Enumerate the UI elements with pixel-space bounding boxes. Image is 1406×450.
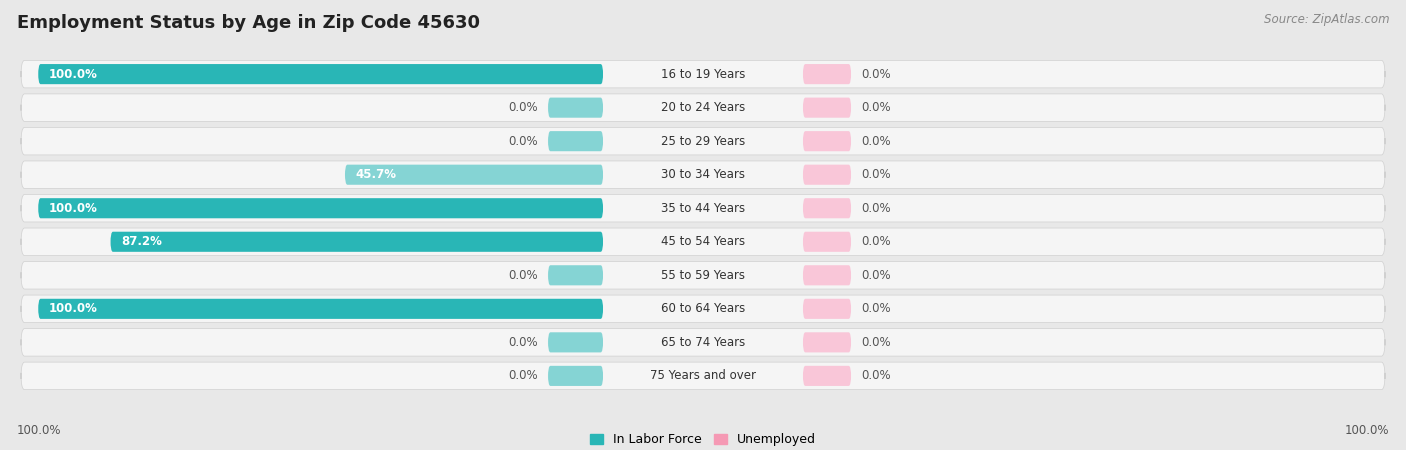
FancyBboxPatch shape: [21, 362, 1385, 390]
Text: 0.0%: 0.0%: [508, 369, 537, 382]
FancyBboxPatch shape: [803, 98, 851, 118]
FancyBboxPatch shape: [803, 366, 851, 386]
Text: 60 to 64 Years: 60 to 64 Years: [661, 302, 745, 315]
FancyBboxPatch shape: [803, 299, 851, 319]
Text: 100.0%: 100.0%: [48, 202, 97, 215]
Text: Source: ZipAtlas.com: Source: ZipAtlas.com: [1264, 14, 1389, 27]
Text: 0.0%: 0.0%: [862, 235, 891, 248]
FancyBboxPatch shape: [38, 198, 603, 218]
FancyBboxPatch shape: [803, 232, 851, 252]
Text: 35 to 44 Years: 35 to 44 Years: [661, 202, 745, 215]
Text: 16 to 19 Years: 16 to 19 Years: [661, 68, 745, 81]
Text: 45.7%: 45.7%: [356, 168, 396, 181]
FancyBboxPatch shape: [803, 265, 851, 285]
FancyBboxPatch shape: [38, 64, 603, 84]
Text: 65 to 74 Years: 65 to 74 Years: [661, 336, 745, 349]
Text: 100.0%: 100.0%: [48, 68, 97, 81]
Text: 0.0%: 0.0%: [508, 135, 537, 148]
Text: 55 to 59 Years: 55 to 59 Years: [661, 269, 745, 282]
Text: 0.0%: 0.0%: [508, 269, 537, 282]
FancyBboxPatch shape: [21, 228, 1385, 256]
Text: 0.0%: 0.0%: [862, 68, 891, 81]
Text: 0.0%: 0.0%: [862, 336, 891, 349]
FancyBboxPatch shape: [38, 299, 603, 319]
FancyBboxPatch shape: [21, 94, 1385, 122]
Text: 30 to 34 Years: 30 to 34 Years: [661, 168, 745, 181]
FancyBboxPatch shape: [21, 127, 1385, 155]
FancyBboxPatch shape: [21, 261, 1385, 289]
Text: 75 Years and over: 75 Years and over: [650, 369, 756, 382]
FancyBboxPatch shape: [548, 131, 603, 151]
Text: 0.0%: 0.0%: [508, 336, 537, 349]
FancyBboxPatch shape: [21, 161, 1385, 189]
Text: 0.0%: 0.0%: [862, 302, 891, 315]
FancyBboxPatch shape: [21, 328, 1385, 356]
Text: Employment Status by Age in Zip Code 45630: Employment Status by Age in Zip Code 456…: [17, 14, 479, 32]
Text: 100.0%: 100.0%: [48, 302, 97, 315]
FancyBboxPatch shape: [21, 295, 1385, 323]
FancyBboxPatch shape: [803, 332, 851, 352]
Text: 0.0%: 0.0%: [862, 101, 891, 114]
Text: 20 to 24 Years: 20 to 24 Years: [661, 101, 745, 114]
Text: 0.0%: 0.0%: [508, 101, 537, 114]
FancyBboxPatch shape: [21, 194, 1385, 222]
Legend: In Labor Force, Unemployed: In Labor Force, Unemployed: [585, 428, 821, 450]
Text: 0.0%: 0.0%: [862, 202, 891, 215]
Text: 25 to 29 Years: 25 to 29 Years: [661, 135, 745, 148]
FancyBboxPatch shape: [803, 64, 851, 84]
Text: 0.0%: 0.0%: [862, 269, 891, 282]
FancyBboxPatch shape: [21, 60, 1385, 88]
FancyBboxPatch shape: [111, 232, 603, 252]
Text: 87.2%: 87.2%: [121, 235, 162, 248]
Text: 100.0%: 100.0%: [1344, 423, 1389, 436]
FancyBboxPatch shape: [803, 131, 851, 151]
Text: 0.0%: 0.0%: [862, 135, 891, 148]
FancyBboxPatch shape: [548, 98, 603, 118]
FancyBboxPatch shape: [344, 165, 603, 185]
Text: 0.0%: 0.0%: [862, 168, 891, 181]
FancyBboxPatch shape: [803, 165, 851, 185]
FancyBboxPatch shape: [548, 332, 603, 352]
Text: 100.0%: 100.0%: [17, 423, 62, 436]
FancyBboxPatch shape: [548, 366, 603, 386]
FancyBboxPatch shape: [548, 265, 603, 285]
Text: 0.0%: 0.0%: [862, 369, 891, 382]
Text: 45 to 54 Years: 45 to 54 Years: [661, 235, 745, 248]
FancyBboxPatch shape: [803, 198, 851, 218]
